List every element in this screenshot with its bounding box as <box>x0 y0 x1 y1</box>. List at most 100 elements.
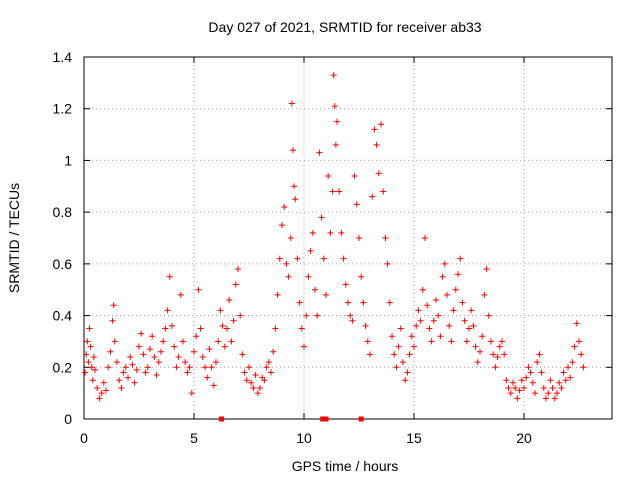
data-point <box>408 333 415 340</box>
data-point <box>204 374 211 381</box>
data-point <box>210 382 217 389</box>
data-point <box>481 291 488 298</box>
data-point <box>459 299 466 306</box>
data-point <box>173 364 180 371</box>
data-point <box>125 374 131 381</box>
data-point <box>330 72 337 79</box>
data-point <box>483 266 490 273</box>
data-point <box>208 364 215 371</box>
data-point <box>457 255 464 262</box>
x-axis-label: GPS time / hours <box>292 458 399 474</box>
data-point <box>151 353 158 360</box>
data-point <box>294 255 301 262</box>
data-point <box>110 302 117 309</box>
data-point <box>144 364 151 371</box>
data-point <box>86 325 93 332</box>
data-point <box>180 338 186 345</box>
data-point <box>314 312 321 319</box>
data-point <box>422 235 428 241</box>
data-point <box>332 141 339 148</box>
grid-lines <box>84 57 612 419</box>
data-point <box>182 359 189 366</box>
data-point <box>334 118 340 125</box>
data-point <box>474 359 481 366</box>
data-point <box>441 260 448 267</box>
data-point <box>560 369 567 376</box>
data-point <box>250 384 257 391</box>
data-point <box>296 299 303 306</box>
data-point <box>265 359 272 366</box>
data-point <box>503 377 510 384</box>
data-point <box>444 291 450 298</box>
data-point <box>153 372 160 379</box>
data-point <box>426 325 433 332</box>
data-point <box>221 343 228 350</box>
data-point <box>336 188 343 195</box>
data-point <box>162 325 169 332</box>
data-point <box>534 359 541 366</box>
data-point <box>415 307 422 314</box>
data-point <box>138 330 145 337</box>
data-point <box>276 255 283 262</box>
data-point <box>307 247 314 254</box>
data-point <box>470 322 477 329</box>
data-point <box>505 384 512 391</box>
data-point <box>169 322 175 329</box>
data-point <box>461 317 468 324</box>
data-point <box>529 379 536 386</box>
data-point <box>142 369 149 376</box>
data-point <box>122 364 129 371</box>
data-point <box>516 387 523 394</box>
data-point <box>281 203 288 210</box>
data-point <box>111 338 118 345</box>
data-point <box>406 351 413 358</box>
data-point <box>323 291 329 298</box>
data-point <box>373 141 380 148</box>
data-point <box>228 338 235 345</box>
data-point <box>404 369 411 376</box>
data-point <box>88 364 95 371</box>
data-point <box>239 351 246 358</box>
data-point <box>109 317 116 324</box>
data-point <box>369 193 376 200</box>
data-point <box>90 353 97 360</box>
data-point <box>298 325 305 332</box>
data-point <box>347 312 354 319</box>
data-point <box>391 351 398 358</box>
data-point <box>417 317 424 324</box>
data-point <box>545 390 552 397</box>
x-tick-label: 20 <box>516 430 532 446</box>
data-point <box>92 366 98 373</box>
data-point <box>389 333 395 340</box>
data-point <box>87 343 94 350</box>
data-point <box>254 390 261 397</box>
y-tick-label: 1.2 <box>53 101 73 117</box>
data-point <box>437 333 444 340</box>
data-point <box>488 338 494 345</box>
data-point <box>309 229 316 236</box>
data-point <box>439 273 446 280</box>
baseline-marker <box>358 416 364 422</box>
data-point <box>219 322 226 329</box>
data-point <box>360 299 367 306</box>
data-point <box>116 377 123 384</box>
data-point <box>349 317 356 324</box>
data-point <box>164 307 171 314</box>
data-point <box>411 343 417 350</box>
data-point <box>290 147 296 154</box>
data-point <box>576 338 582 345</box>
data-point <box>301 343 307 350</box>
data-point <box>565 364 571 371</box>
data-point <box>215 338 222 345</box>
data-point <box>510 379 516 386</box>
data-point <box>246 364 252 371</box>
data-point <box>472 343 479 350</box>
data-point <box>525 364 532 371</box>
data-point <box>492 364 499 371</box>
data-point <box>288 100 295 107</box>
data-point <box>243 377 250 384</box>
data-point <box>433 297 439 304</box>
data-point <box>549 384 556 391</box>
data-point <box>226 297 233 304</box>
